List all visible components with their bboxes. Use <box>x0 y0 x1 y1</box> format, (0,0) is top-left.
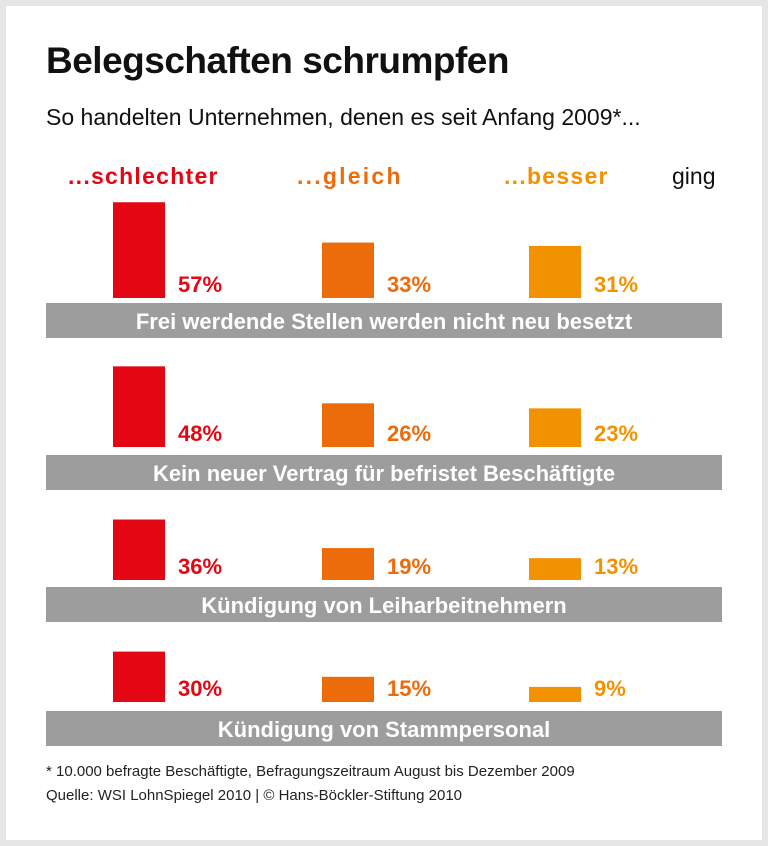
data-label: 30% <box>178 676 222 701</box>
bar <box>322 242 374 298</box>
bar <box>322 548 374 580</box>
data-label: 26% <box>387 421 431 446</box>
bar <box>113 202 165 298</box>
bar <box>529 558 581 580</box>
legend-2: ...gleich <box>297 163 401 189</box>
legend-1: ...schlechter <box>68 163 218 189</box>
bar <box>322 676 374 702</box>
category-label: Frei werdende Stellen werden nicht neu b… <box>136 309 633 334</box>
category-label: Kündigung von Stammpersonal <box>218 717 550 742</box>
data-label: 13% <box>594 554 638 579</box>
category-label: Kein neuer Vertrag für befristet Beschäf… <box>153 461 615 486</box>
bar <box>529 686 581 702</box>
bar <box>529 245 581 298</box>
bar-chart: ...schlechter ...gleich ...besser ging Frei … <box>46 163 722 746</box>
source: Quelle: WSI LohnSpiegel 2010 | © Hans-Bö… <box>46 787 463 804</box>
data-label: 33% <box>387 272 431 297</box>
bar <box>322 403 374 447</box>
data-label: 48% <box>178 421 222 446</box>
legend-suffix: ging <box>672 163 715 189</box>
bar <box>113 519 165 580</box>
data-label: 57% <box>178 272 222 297</box>
data-label: 36% <box>178 554 222 579</box>
data-label: 9% <box>594 676 626 701</box>
chart-subtitle: So handelten Unternehmen, denen es seit … <box>46 104 641 130</box>
category-label: Kündigung von Leiharbeitnehmern <box>201 593 566 618</box>
bar <box>113 651 165 702</box>
footnote: * 10.000 befragte Beschäftigte, Befragun… <box>46 763 575 780</box>
category-band <box>46 711 722 746</box>
bar <box>113 366 165 447</box>
category-band <box>46 303 722 338</box>
data-label: 23% <box>594 421 638 446</box>
bar <box>529 408 581 447</box>
data-label: 31% <box>594 272 638 297</box>
category-band <box>46 587 722 622</box>
data-label: 15% <box>387 676 431 701</box>
category-band <box>46 455 722 490</box>
chart-title: Belegschaften schrumpfen <box>46 40 509 81</box>
legend-3: ...besser <box>504 163 608 189</box>
data-label: 19% <box>387 554 431 579</box>
